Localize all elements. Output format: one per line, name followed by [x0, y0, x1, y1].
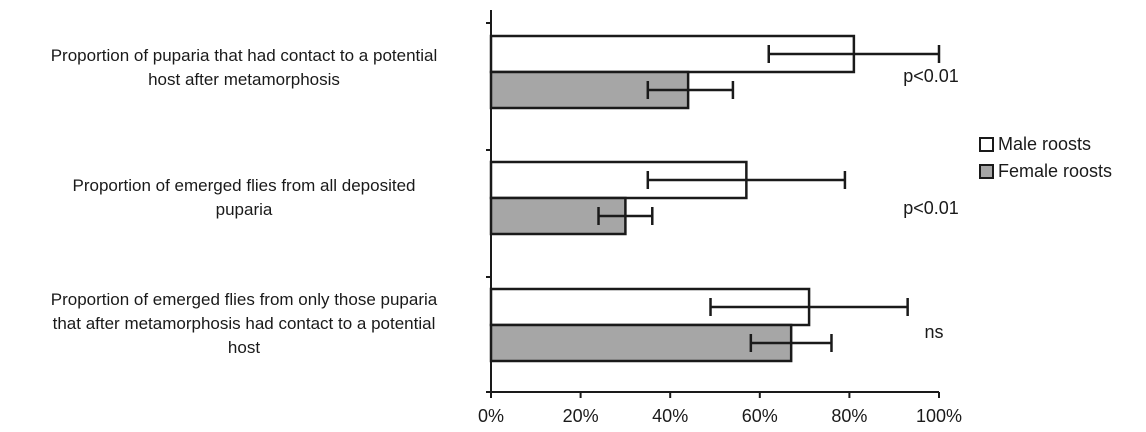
bar-female-2	[489, 323, 793, 363]
bars-layer	[489, 34, 856, 363]
error-bar-male-1	[646, 171, 847, 189]
legend-label-1: Female roosts	[998, 161, 1112, 181]
annotations-layer: p<0.01 p<0.01 ns	[903, 66, 959, 342]
legend-label-0: Male roosts	[998, 134, 1091, 154]
x-tick-label-3: 60%	[742, 406, 778, 426]
error-bar-male-2	[709, 298, 909, 316]
legend-swatch-1	[979, 164, 994, 179]
error-bar-female-0	[646, 81, 735, 99]
legend: Male roosts Female roosts	[979, 134, 1112, 181]
category-label-2: Proportion of emerged flies from only th…	[50, 290, 438, 357]
x-tick-label-5: 100%	[916, 406, 962, 426]
error-bar-male-0	[767, 45, 941, 63]
category-label-1: Proportion of emerged flies from all dep…	[72, 176, 416, 219]
significance-label-1: p<0.01	[903, 198, 959, 218]
significance-label-0: p<0.01	[903, 66, 959, 86]
x-tick-label-0: 0%	[478, 406, 504, 426]
x-tick-label-4: 80%	[831, 406, 867, 426]
significance-label-2: ns	[924, 322, 943, 342]
category-label-0: Proportion of puparia that had contact t…	[50, 46, 438, 89]
legend-swatch-0	[979, 137, 994, 152]
x-tick-label-2: 40%	[652, 406, 688, 426]
x-tick-label-1: 20%	[563, 406, 599, 426]
error-bar-female-1	[597, 207, 654, 225]
x-ticks-layer: 0% 20% 40% 60% 80% 100%	[478, 22, 962, 426]
error-bar-female-2	[749, 334, 833, 352]
error-bars-layer	[597, 45, 941, 352]
